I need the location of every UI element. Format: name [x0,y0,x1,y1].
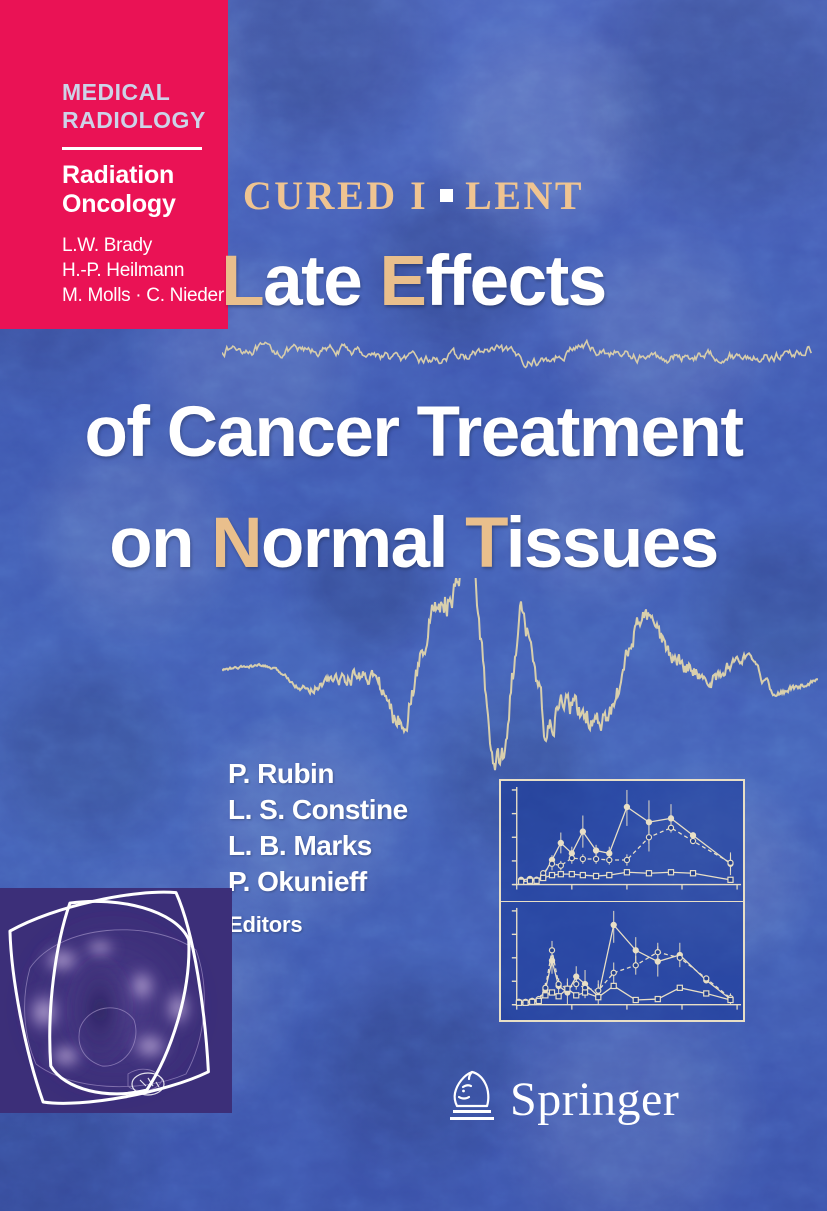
chart-panel-top [501,781,743,901]
springer-wordmark: Springer [510,1073,680,1126]
title-text: issues [505,504,720,583]
title-text: ffects [425,242,607,321]
series-subtitle-line2: Oncology [62,190,176,218]
waveform-main-icon [222,578,818,771]
kicker-right-text: LENT [465,173,585,218]
title-line-1: Late Effects [0,246,827,317]
springer-knight-icon [450,1070,494,1120]
series-editor: M. Molls · C. Nieder [62,285,224,306]
line-chart-bottom [511,907,742,1010]
title-accent-letter: E [379,242,426,321]
series-subtitle-line1: Radiation [62,161,175,189]
title-text: on [109,504,212,583]
book-editor: L. B. Marks [228,830,372,861]
title-accent-letter: T [465,504,507,583]
book-editor: P. Rubin [228,758,334,789]
chart-panel-bottom [501,900,743,1021]
title-text: ormal [261,504,466,583]
inset-charts [499,779,745,1022]
book-editor: L. S. Constine [228,794,408,825]
title-text: of Cancer Treatment [84,393,744,472]
title-accent-letter: L [221,242,264,321]
cover-kicker: CURED I LENT [0,172,827,219]
book-editor-list: P. Rubin L. S. Constine L. B. Marks P. O… [228,756,408,938]
title-line-2: of Cancer Treatment [0,397,827,468]
series-divider [62,147,202,150]
title-text: ate [263,242,380,321]
medical-scan-image [0,888,232,1113]
publisher-logo: Springer [448,1066,679,1124]
editors-label: Editors [228,912,303,937]
series-heading-line1: MEDICAL [62,79,171,105]
book-editor: P. Okunieff [228,866,367,897]
series-heading-line2: RADIOLOGY [62,107,206,133]
title-line-3: on Normal Tissues [0,508,827,579]
line-chart-top [511,786,742,890]
waveform-top-icon [222,338,812,369]
scan-graphic [0,888,232,1113]
square-bullet-icon [440,189,454,202]
kicker-left-text: CURED I [242,173,429,218]
series-editor-list: L.W. Brady H.-P. Heilmann M. Molls · C. … [62,233,228,308]
series-editor: L.W. Brady [62,235,152,256]
series-banner: MEDICAL RADIOLOGY Radiation Oncology L.W… [0,0,228,329]
series-editor: H.-P. Heilmann [62,260,185,281]
title-accent-letter: N [211,504,262,583]
